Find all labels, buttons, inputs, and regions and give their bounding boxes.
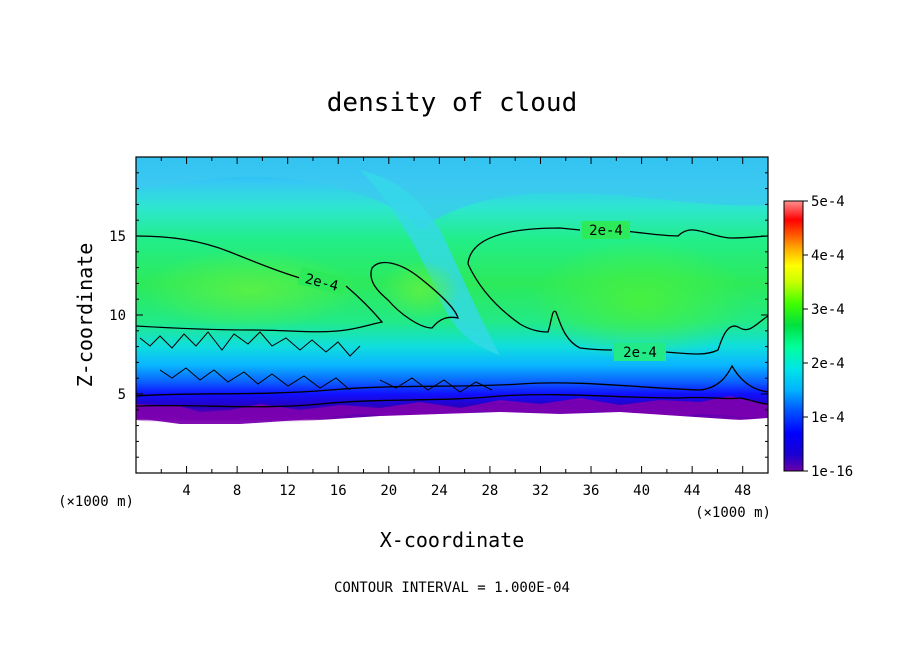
density-field: [136, 157, 768, 473]
y-axis: 5 10 15: [109, 172, 768, 458]
contour-lines: [136, 227, 768, 408]
x-tick-label: 32: [532, 483, 549, 499]
y-tick-label: 5: [118, 387, 126, 403]
colorbar-ticks: 5e-4 4e-4 3e-4 2e-4 1e-4 1e-16: [803, 194, 853, 480]
x-tick-label: 8: [233, 483, 241, 499]
x-tick-label: 12: [279, 483, 296, 499]
colorbar-tick-label: 2e-4: [811, 356, 845, 372]
contour-label-2: 2e-4: [589, 223, 623, 239]
x-unit-right: (×1000 m): [695, 505, 771, 521]
y-tick-label: 10: [109, 308, 126, 324]
y-tick-label: 15: [109, 229, 126, 245]
contour-labels: 2e-4 2e-4 2e-4: [297, 221, 666, 361]
colorbar: 5e-4 4e-4 3e-4 2e-4 1e-4 1e-16: [783, 194, 853, 480]
x-tick-label: 20: [380, 483, 397, 499]
x-tick-label: 36: [583, 483, 600, 499]
contour-interval-note: CONTOUR INTERVAL = 1.000E-04: [334, 580, 570, 596]
x-axis: 4 8 12 16 20 24 28 32 36 40 44 48: [160, 157, 751, 499]
x-unit-left: (×1000 m): [58, 494, 134, 510]
x-axis-label: X-coordinate: [380, 528, 525, 552]
contour-label-1: 2e-4: [303, 271, 340, 295]
y-axis-label: Z-coordinate: [73, 243, 97, 388]
colorbar-tick-label: 1e-4: [811, 410, 845, 426]
x-tick-label: 48: [734, 483, 751, 499]
contour-noise: [139, 331, 493, 393]
colorbar-tick-label: 3e-4: [811, 302, 845, 318]
colorbar-tick-label: 5e-4: [811, 194, 845, 210]
colorbar-tick-label: 4e-4: [811, 248, 845, 264]
chart-title: density of cloud: [327, 88, 577, 118]
x-tick-label: 40: [633, 483, 650, 499]
colorbar-tick-label: 1e-16: [811, 464, 853, 480]
x-tick-label: 4: [182, 483, 190, 499]
contour-label-3: 2e-4: [623, 345, 657, 361]
x-tick-label: 24: [431, 483, 448, 499]
x-tick-label: 28: [481, 483, 498, 499]
x-tick-label: 16: [330, 483, 347, 499]
colorbar-gradient: [783, 200, 804, 472]
x-tick-label: 44: [684, 483, 701, 499]
